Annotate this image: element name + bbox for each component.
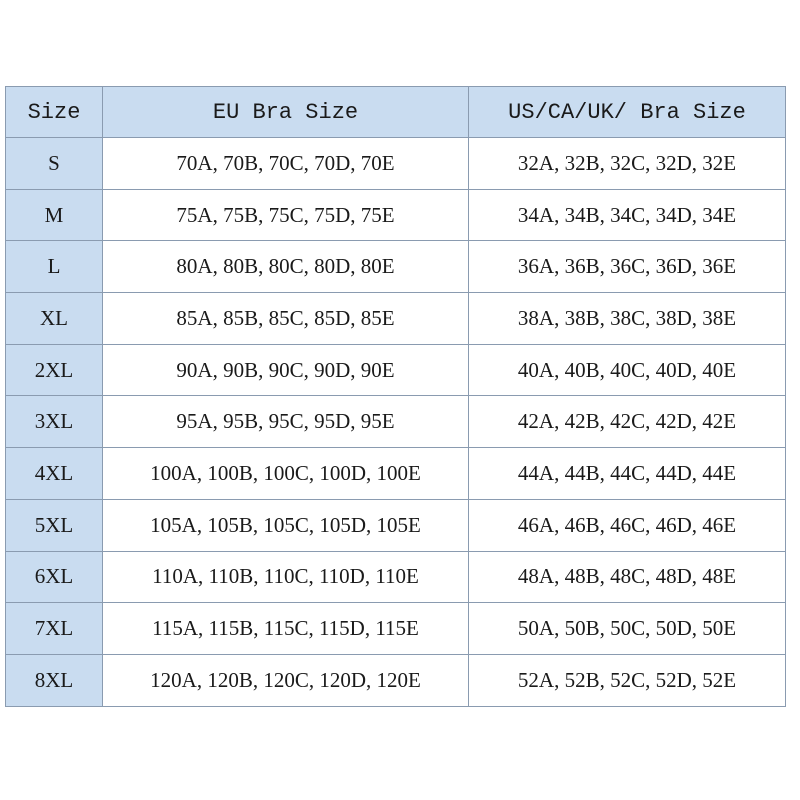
cell: 115A, 115B, 115C, 115D, 115E xyxy=(102,602,469,655)
cell: 34A, 34B, 34C, 34D, 34E xyxy=(468,188,786,242)
row: 5XL 105A, 105B, 105C, 105D, 105E 46A, 46B,… xyxy=(5,498,786,552)
cell: L xyxy=(5,240,103,294)
cell: 85A, 85B, 85C, 85D, 85E xyxy=(102,292,469,345)
row: 2XL 90A, 90B, 90C, 90D, 90E 40A, 40B, 40C,… xyxy=(5,343,786,397)
cell: 42A, 42B, 42C, 42D, 42E xyxy=(468,395,786,449)
row: 3XL 95A, 95B, 95C, 95D, 95E 42A, 42B, 42C,… xyxy=(5,395,786,449)
cell: 95A, 95B, 95C, 95D, 95E xyxy=(102,395,469,449)
cell: 52A, 52B, 52C, 52D, 52E xyxy=(468,653,786,707)
cell: 8XL xyxy=(5,653,103,707)
cell: 120A, 120B, 120C, 120D, 120E xyxy=(102,653,469,707)
cell: 50A, 50B, 50C, 50D, 50E xyxy=(468,602,786,655)
cell: 40A, 40B, 40C, 40D, 40E xyxy=(468,343,786,397)
cell: 2XL xyxy=(5,343,103,397)
cell: 46A, 46B, 46C, 46D, 46E xyxy=(468,498,786,552)
row: M 75A, 75B, 75C, 75D, 75E 34A, 34B, 34C, 3… xyxy=(5,188,786,242)
header-cell: Size xyxy=(5,86,103,138)
row: S 70A, 70B, 70C, 70D, 70E 32A, 32B, 32C, 3… xyxy=(5,137,786,190)
cell: 4XL xyxy=(5,447,103,500)
header-cell: EU Bra Size xyxy=(102,86,469,138)
cell: 100A, 100B, 100C, 100D, 100E xyxy=(102,447,469,500)
cell: 70A, 70B, 70C, 70D, 70E xyxy=(102,137,469,190)
row: 6XL 110A, 110B, 110C, 110D, 110E 48A, 48B,… xyxy=(5,550,786,604)
cell: S xyxy=(5,137,103,190)
row: L 80A, 80B, 80C, 80D, 80E 36A, 36B, 36C, 3… xyxy=(5,240,786,294)
row: 8XL 120A, 120B, 120C, 120D, 120E 52A, 52B,… xyxy=(5,653,786,707)
cell: M xyxy=(5,188,103,242)
cell: 38A, 38B, 38C, 38D, 38E xyxy=(468,292,786,345)
cell: 44A, 44B, 44C, 44D, 44E xyxy=(468,447,786,500)
cell: 3XL xyxy=(5,395,103,449)
row: XL 85A, 85B, 85C, 85D, 85E 38A, 38B, 38C, … xyxy=(5,292,786,345)
size-chart: Size EU Bra Size US/CA/UK/ Bra Size S 70A, 7… xyxy=(5,86,786,707)
cell: 5XL xyxy=(5,498,103,552)
row: 4XL 100A, 100B, 100C, 100D, 100E 44A, 44B,… xyxy=(5,447,786,500)
cell: 36A, 36B, 36C, 36D, 36E xyxy=(468,240,786,294)
cell: 6XL xyxy=(5,550,103,604)
cell: 105A, 105B, 105C, 105D, 105E xyxy=(102,498,469,552)
size-table: Size EU Bra Size US/CA/UK/ Bra Size S 70A, 7… xyxy=(5,86,786,707)
header-row: Size EU Bra Size US/CA/UK/ Bra Size xyxy=(5,86,786,138)
cell: 75A, 75B, 75C, 75D, 75E xyxy=(102,188,469,242)
header-cell: US/CA/UK/ Bra Size xyxy=(468,86,786,138)
cell: 80A, 80B, 80C, 80D, 80E xyxy=(102,240,469,294)
cell: 48A, 48B, 48C, 48D, 48E xyxy=(468,550,786,604)
cell: 7XL xyxy=(5,602,103,655)
row: 7XL 115A, 115B, 115C, 115D, 115E 50A, 50B,… xyxy=(5,602,786,655)
cell: XL xyxy=(5,292,103,345)
cell: 32A, 32B, 32C, 32D, 32E xyxy=(468,137,786,190)
cell: 90A, 90B, 90C, 90D, 90E xyxy=(102,343,469,397)
cell: 110A, 110B, 110C, 110D, 110E xyxy=(102,550,469,604)
